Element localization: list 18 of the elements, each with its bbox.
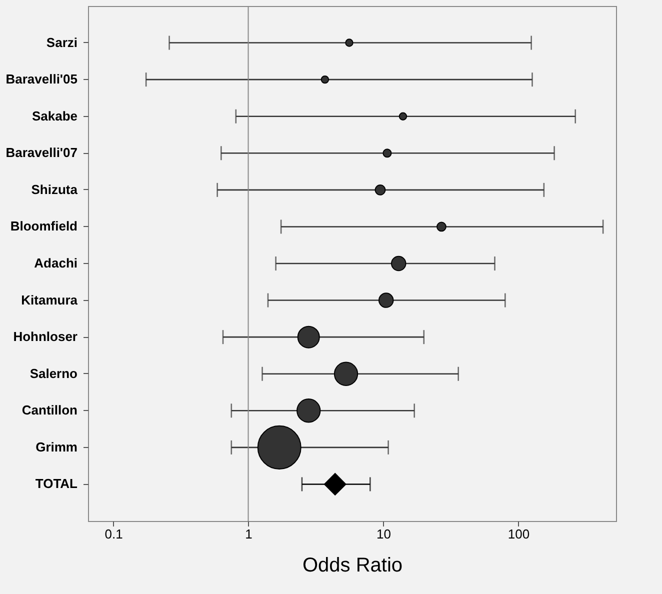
y-tick-label: Sakabe: [32, 108, 78, 124]
x-axis-title: Odds Ratio: [302, 554, 403, 576]
y-tick-label: Shizuta: [31, 182, 78, 197]
x-tick-label: 1: [245, 526, 252, 542]
y-tick-label: Baravelli'05: [6, 72, 78, 87]
y-tick-label: TOTAL: [35, 476, 78, 492]
x-tick-label: 10: [376, 526, 391, 542]
y-tick-label: Sarzi: [46, 34, 78, 50]
y-tick-label: Kitamura: [21, 292, 78, 308]
y-tick-label: Salerno: [30, 366, 78, 381]
x-tick-label: 0.1: [104, 526, 123, 542]
y-tick-label: Adachi: [34, 256, 78, 270]
x-tick-label: 100: [508, 526, 530, 542]
y-tick-label: Grimm: [36, 439, 78, 454]
y-tick-label: Cantillon: [22, 402, 78, 418]
y-tick-label: Bloomfield: [10, 218, 78, 234]
y-tick-label: Baravelli'07: [6, 145, 78, 160]
y-tick-label: Hohnloser: [13, 329, 78, 344]
